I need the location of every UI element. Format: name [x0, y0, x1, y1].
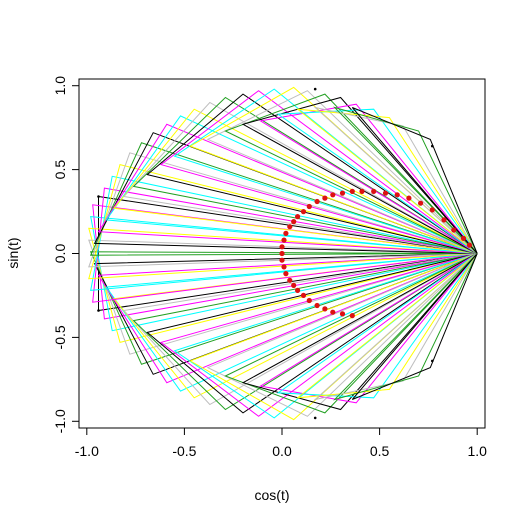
- red-point: [382, 190, 389, 196]
- y-tick-label: 0.5: [52, 160, 68, 180]
- triangle-line: [313, 253, 478, 401]
- triangle-line: [92, 187, 478, 303]
- y-tick-label: 0.0: [52, 244, 68, 264]
- red-point: [451, 227, 457, 233]
- red-point: [349, 313, 355, 319]
- red-point: [394, 192, 400, 198]
- red-point: [306, 203, 312, 210]
- red-point: [283, 230, 289, 236]
- x-tick-label: 1.0: [467, 443, 487, 459]
- triangle-line: [241, 253, 478, 411]
- red-point: [281, 264, 287, 270]
- triangle-line: [97, 253, 478, 384]
- triangle-line: [241, 96, 478, 254]
- x-tick-label: -1.0: [75, 443, 99, 459]
- x-tick-label: 0.5: [370, 443, 390, 459]
- black-point: [431, 359, 434, 363]
- black-point: [313, 416, 317, 420]
- red-point: [300, 209, 307, 215]
- triangle-line: [97, 123, 478, 254]
- triangle-line: [159, 90, 478, 254]
- triangle-line: [146, 253, 478, 414]
- triangle-line: [173, 88, 478, 254]
- triangle-line: [333, 253, 478, 401]
- red-point: [466, 242, 472, 248]
- triangle-line: [113, 108, 478, 254]
- red-point: [330, 192, 336, 198]
- red-point: [418, 200, 424, 206]
- red-point: [306, 297, 312, 304]
- triangle-line: [132, 96, 478, 254]
- red-point: [291, 219, 297, 225]
- triangle-line: [146, 93, 478, 254]
- black-point: [97, 195, 100, 198]
- triangle-line: [206, 90, 478, 254]
- red-point: [281, 237, 287, 243]
- points-layer: [97, 87, 472, 420]
- red-point: [283, 271, 289, 277]
- red-point: [295, 287, 301, 293]
- red-point: [291, 282, 297, 288]
- y-tick-label: -1.0: [52, 409, 68, 433]
- red-point: [279, 250, 285, 257]
- x-axis-title: cos(t): [255, 487, 290, 503]
- triangle-line: [105, 115, 478, 254]
- red-point: [314, 302, 320, 309]
- triangle-line: [113, 253, 478, 399]
- red-point: [279, 244, 285, 250]
- x-tick-label: 0.0: [272, 443, 292, 459]
- triangle-line: [105, 253, 478, 392]
- red-point: [279, 257, 285, 263]
- axes-layer: -1.0 -0.5 0.0 0.5 1.0 -1.0 -0.5 0.0 0.5 1.0: [52, 76, 487, 459]
- black-point: [431, 144, 434, 148]
- triangle-line: [351, 253, 478, 400]
- red-point: [322, 195, 328, 201]
- red-point: [339, 190, 346, 196]
- x-tick-label: -0.5: [172, 443, 196, 459]
- red-point: [460, 235, 467, 241]
- triangle-line: [159, 253, 478, 417]
- red-point: [330, 309, 336, 315]
- triangle-line: [122, 253, 478, 406]
- y-tick-label: 1.0: [52, 76, 68, 96]
- triangle-line: [132, 253, 478, 411]
- triangle-line: [351, 107, 478, 254]
- red-point: [339, 311, 346, 317]
- red-point: [322, 306, 328, 312]
- red-point: [287, 277, 293, 283]
- triangle-line: [173, 253, 478, 419]
- red-point: [349, 188, 355, 194]
- red-point: [429, 207, 435, 213]
- black-point: [97, 309, 100, 312]
- triangle-line: [206, 253, 478, 417]
- y-tick-label: -0.5: [52, 325, 68, 349]
- red-point: [287, 224, 293, 230]
- black-point: [313, 87, 317, 91]
- triangle-line: [333, 106, 478, 254]
- red-point: [441, 217, 447, 223]
- red-point: [300, 292, 307, 298]
- red-point: [359, 188, 365, 194]
- y-axis-title: sin(t): [5, 237, 21, 268]
- red-point: [314, 198, 320, 205]
- triangle-line: [313, 106, 478, 254]
- red-point: [371, 188, 377, 194]
- triangle-line: [122, 101, 478, 254]
- red-point: [295, 214, 301, 220]
- red-point: [406, 195, 412, 201]
